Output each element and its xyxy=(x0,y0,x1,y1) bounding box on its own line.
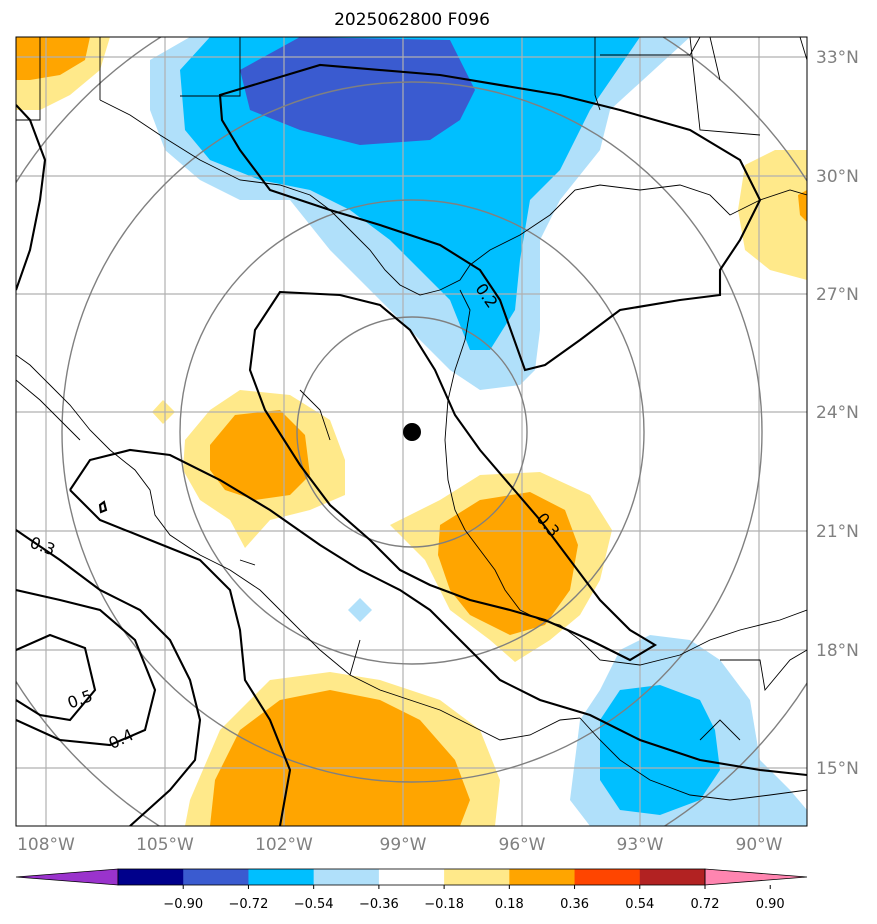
map-frame xyxy=(15,36,808,827)
colorbar-tick-label: 0.90 xyxy=(756,897,785,912)
contour-0.3-west xyxy=(16,529,202,826)
contour-lower-left xyxy=(69,489,292,826)
colorbar-swatch xyxy=(183,869,249,885)
storm-center-dot xyxy=(403,423,421,441)
colorbar-tick-label: 0.72 xyxy=(691,897,720,912)
shading-orange-center xyxy=(438,492,578,635)
contour-tiny xyxy=(98,500,108,514)
colorbar-swatch xyxy=(118,869,184,885)
lat-label: 24°N xyxy=(816,403,859,423)
colorbar-tick-label: −0.36 xyxy=(359,897,399,912)
colorbar: −0.90 −0.72 −0.54 −0.36 −0.18 0.18 0.36 0.54 0.7… xyxy=(15,868,808,912)
colorbar-tick-label: −0.54 xyxy=(294,897,334,912)
contour-0.3-lower xyxy=(69,448,807,777)
colorbar-swatch xyxy=(378,869,445,885)
map-title: 2025062800 F096 xyxy=(334,10,490,30)
mexico-east-coast xyxy=(444,289,807,666)
contour-0.3-main xyxy=(248,290,658,662)
yucatan-coast xyxy=(699,649,807,741)
colorbar-tick-label: 0.54 xyxy=(625,897,654,912)
lon-axis-labels: 108°W 105°W 102°W 99°W 96°W 93°W 90°W xyxy=(17,835,783,855)
lon-label: 108°W xyxy=(17,835,75,855)
contour-0.2-loop xyxy=(218,63,762,372)
colorbar-tick-label: −0.18 xyxy=(424,897,464,912)
shading-orange-south xyxy=(210,690,470,826)
colorbar-swatch xyxy=(509,869,576,885)
map-content xyxy=(16,37,807,826)
mexico-west-coast xyxy=(16,354,581,741)
colorbar-tick-label: −0.90 xyxy=(163,897,203,912)
lat-label: 27°N xyxy=(816,285,859,305)
shading-dark-blue-north xyxy=(240,37,475,145)
shading-light-blue-small xyxy=(348,598,372,622)
colorbar-tick-label: 0.36 xyxy=(560,897,589,912)
colorbar-extend-high xyxy=(704,868,808,886)
lon-label: 99°W xyxy=(380,835,427,855)
texas-border xyxy=(16,37,241,121)
inland-border xyxy=(239,389,361,676)
lon-label: 102°W xyxy=(255,835,313,855)
negative-anomaly-shading xyxy=(150,37,807,826)
gulf-coast-us xyxy=(99,99,807,296)
lat-label: 18°N xyxy=(816,641,859,661)
colorbar-tick-label: 0.18 xyxy=(495,897,524,912)
shading-light-yellow-ne xyxy=(738,150,807,280)
colorbar-tick-label: −0.72 xyxy=(229,897,269,912)
colorbar-swatch xyxy=(248,869,315,885)
lat-label: 30°N xyxy=(816,167,859,187)
shading-orange-west xyxy=(210,410,310,500)
colorbar-swatch xyxy=(639,869,706,885)
contour-0.5 xyxy=(16,633,97,722)
range-rings xyxy=(16,37,807,826)
lon-label: 96°W xyxy=(499,835,546,855)
coastlines xyxy=(16,37,807,801)
shading-orange-nw xyxy=(16,37,90,80)
lat-lon-grid xyxy=(16,37,807,826)
colorbar-outline xyxy=(117,868,706,886)
positive-anomaly-shading xyxy=(16,37,807,826)
baja-coast xyxy=(16,379,81,441)
lat-label: 21°N xyxy=(816,522,859,542)
shading-orange-ne xyxy=(798,190,807,222)
lon-label: 105°W xyxy=(136,835,194,855)
central-america-coast xyxy=(579,717,807,801)
contour-0.3-big xyxy=(16,104,47,291)
colorbar-swatch xyxy=(313,869,380,885)
contour-lines xyxy=(16,63,807,826)
state-borders xyxy=(594,37,807,136)
contour-0.4 xyxy=(16,588,157,747)
shading-blue-south xyxy=(600,685,720,815)
colorbar-swatch xyxy=(444,869,510,885)
lat-label: 33°N xyxy=(816,48,859,68)
colorbar-extend-low xyxy=(15,868,119,886)
lat-axis-labels: 33°N 30°N 27°N 24°N 21°N 18°N 15°N xyxy=(816,48,859,779)
colorbar-swatch xyxy=(574,869,641,885)
lat-label: 15°N xyxy=(816,759,859,779)
lon-label: 93°W xyxy=(617,835,664,855)
lon-label: 90°W xyxy=(736,835,783,855)
